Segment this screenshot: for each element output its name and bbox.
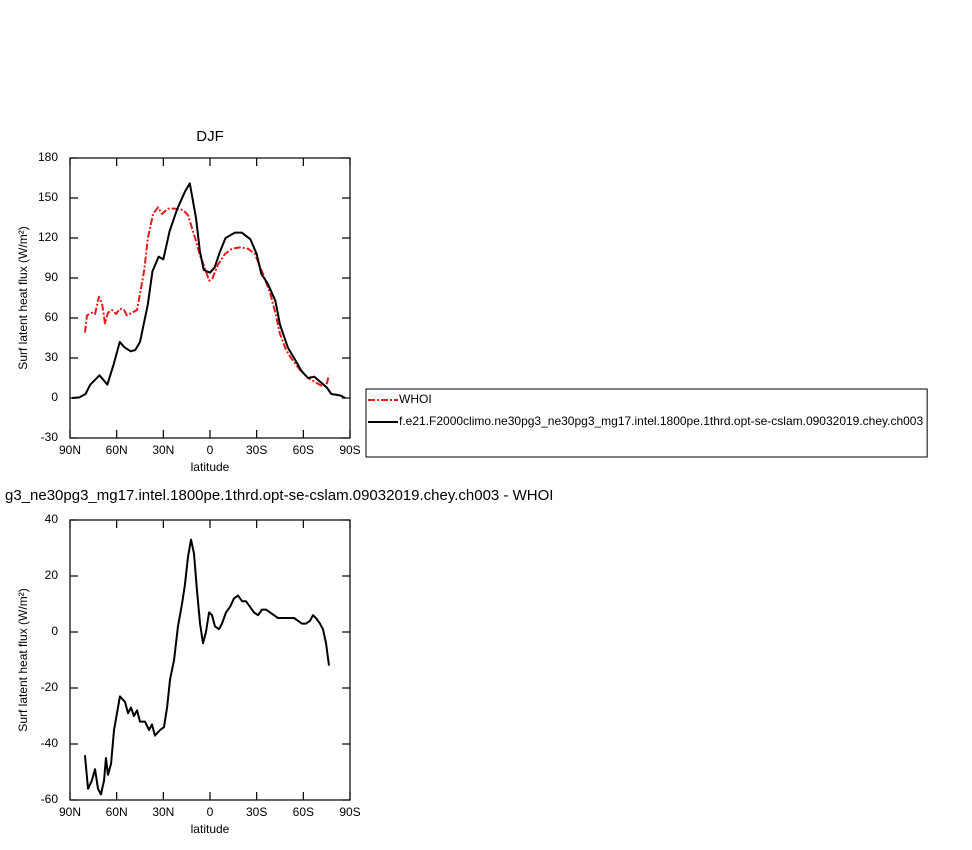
y-tick-label: 180 xyxy=(38,150,58,164)
legend-label: WHOI xyxy=(399,392,432,406)
data-line xyxy=(83,206,330,387)
y-tick-label: -60 xyxy=(41,792,59,806)
y-tick-label: 150 xyxy=(38,190,58,204)
plot-frame xyxy=(69,157,351,439)
y-tick-label: 20 xyxy=(45,568,59,582)
x-tick-label: 60N xyxy=(106,805,128,819)
x-tick-label: 0 xyxy=(207,805,214,819)
x-tick-label: 60N xyxy=(106,443,128,457)
y-tick-label: 0 xyxy=(51,624,58,638)
y-tick-label: -40 xyxy=(41,736,59,750)
x-tick-label: 30S xyxy=(246,805,267,819)
legend: WHOI f.e21.F2000climo.ne30pg3_ne30pg3_mg1… xyxy=(365,388,928,458)
x-tick-label: 90S xyxy=(339,805,360,819)
y-tick-label: -30 xyxy=(41,430,59,444)
legend-label: f.e21.F2000climo.ne30pg3_ne30pg3_mg17.in… xyxy=(399,414,923,428)
x-axis-label: latitude xyxy=(191,460,230,474)
chart-title: g3_ne30pg3_mg17.intel.1800pe.1thrd.opt-s… xyxy=(5,487,553,504)
y-tick-label: 0 xyxy=(51,390,58,404)
x-tick-label: 90N xyxy=(59,805,81,819)
x-tick-label: 0 xyxy=(207,443,214,457)
y-tick-label: 120 xyxy=(38,230,58,244)
y-axis-label: Surf latent heat flux (W/m²) xyxy=(16,588,30,731)
chart-title: DJF xyxy=(196,128,224,145)
y-tick-label: 90 xyxy=(45,270,59,284)
x-tick-label: 60S xyxy=(293,443,314,457)
data-line xyxy=(71,182,346,399)
y-axis-label: Surf latent heat flux (W/m²) xyxy=(16,226,30,369)
x-tick-label: 30N xyxy=(152,805,174,819)
y-tick-label: 30 xyxy=(45,350,59,364)
x-tick-label: 90S xyxy=(339,443,360,457)
x-axis-label: latitude xyxy=(191,822,230,836)
y-tick-label: 40 xyxy=(45,512,59,526)
y-tick-label: 60 xyxy=(45,310,59,324)
x-tick-label: 30S xyxy=(246,443,267,457)
x-tick-label: 60S xyxy=(293,805,314,819)
x-tick-label: 30N xyxy=(152,443,174,457)
x-tick-label: 90N xyxy=(59,443,81,457)
legend-frame xyxy=(365,388,928,458)
y-tick-label: -20 xyxy=(41,680,59,694)
data-line xyxy=(83,538,330,796)
